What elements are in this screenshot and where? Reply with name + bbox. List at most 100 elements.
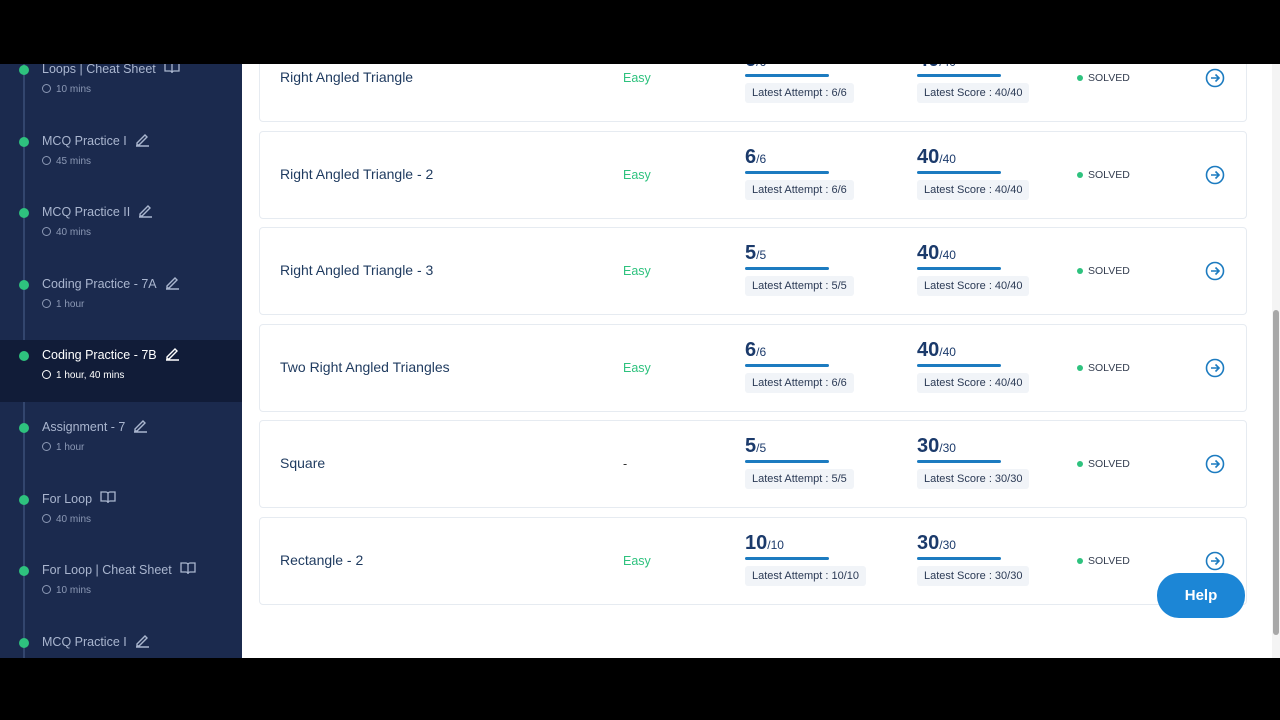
scroll-thumb[interactable] xyxy=(1273,310,1279,635)
edit-icon xyxy=(138,203,153,223)
status: SOLVED xyxy=(1088,265,1130,277)
problem-name[interactable]: Rectangle - 2 xyxy=(280,551,364,568)
check-icon xyxy=(19,136,29,147)
problem-name[interactable]: Right Angled Triangle xyxy=(280,69,414,85)
attempt-count: 6 xyxy=(745,338,757,361)
attempt-value: 5/5 xyxy=(745,435,854,458)
difficulty: Easy xyxy=(623,553,651,568)
difficulty: Easy xyxy=(623,167,651,182)
attempt-count: 5 xyxy=(745,242,757,264)
attempt-label: Latest Attempt : 6/6 xyxy=(745,372,854,393)
problem-card: Two Right Angled Triangles Easy 6/6 Latest … xyxy=(259,323,1247,412)
attempt-value: 6/6 xyxy=(745,64,854,72)
sidebar-item[interactable]: MCQ Practice I 45 mins xyxy=(0,126,242,188)
sidebar-item[interactable]: Loops | Cheat Sheet 10 mins xyxy=(0,64,242,116)
score-total: /30 xyxy=(939,537,956,552)
attempt-total: /10 xyxy=(767,537,784,552)
attempt-value: 6/6 xyxy=(745,339,854,362)
sidebar-item[interactable]: Assignment - 7 1 hour xyxy=(0,412,242,474)
clock-icon xyxy=(42,585,51,595)
attempt-metric: 10/10 Latest Attempt : 10/10 xyxy=(745,531,867,586)
progress-bar xyxy=(745,460,829,463)
attempt-metric: 6/6 Latest Attempt : 6/6 xyxy=(745,146,854,200)
item-duration: 40 mins xyxy=(56,227,92,239)
book-icon xyxy=(180,561,196,580)
difficulty: Easy xyxy=(623,360,651,375)
clock-icon xyxy=(42,155,51,165)
problem-list: Right Angled Triangle Easy 6/6 Latest Attem… xyxy=(242,64,1272,658)
check-icon xyxy=(19,423,29,433)
difficulty: Easy xyxy=(623,264,651,278)
status: SOLVED xyxy=(1088,72,1130,84)
status-dot xyxy=(1077,461,1083,467)
attempt-metric: 5/5 Latest Attempt : 5/5 xyxy=(745,242,854,296)
problem-name[interactable]: Two Right Angled Triangles xyxy=(280,358,450,375)
attempt-label: Latest Attempt : 6/6 xyxy=(745,83,854,103)
item-title: MCQ Practice I xyxy=(42,634,127,649)
attempt-count: 6 xyxy=(745,64,756,71)
edit-icon xyxy=(135,132,150,152)
item-duration: 10 mins xyxy=(56,84,92,95)
item-duration: 45 mins xyxy=(56,155,92,167)
item-title: Loops | Cheat Sheet xyxy=(42,64,156,76)
item-title: Coding Practice - 7B xyxy=(42,348,157,363)
item-duration: 40 mins xyxy=(56,513,92,525)
sidebar-item[interactable]: Coding Practice - 7B 1 hour, 40 mins xyxy=(0,340,242,403)
item-duration: 1 hour, 40 mins xyxy=(56,370,125,382)
sidebar: Loops | Cheat Sheet 10 mins MCQ Practice I… xyxy=(0,64,242,658)
sidebar-item[interactable]: Coding Practice - 7A 1 hour xyxy=(0,269,242,331)
sidebar-item[interactable]: MCQ Practice I xyxy=(0,627,242,658)
attempt-value: 5/5 xyxy=(745,242,854,265)
item-title: MCQ Practice II xyxy=(42,205,131,220)
progress-bar xyxy=(917,170,1001,174)
status-dot xyxy=(1077,364,1083,371)
sidebar-item[interactable]: MCQ Practice II 40 mins xyxy=(0,197,242,259)
item-title: MCQ Practice I xyxy=(42,133,127,148)
progress-bar xyxy=(917,556,1001,560)
problem-name[interactable]: Right Angled Triangle - 3 xyxy=(280,262,434,278)
score-count: 30 xyxy=(917,435,940,457)
screen: Loops | Cheat Sheet 10 mins MCQ Practice I… xyxy=(0,64,1280,658)
score-count: 30 xyxy=(917,531,940,554)
item-duration: 10 mins xyxy=(56,585,92,597)
problem-name[interactable]: Square xyxy=(280,455,326,471)
clock-icon xyxy=(42,227,51,237)
status: SOLVED xyxy=(1088,361,1130,374)
book-icon xyxy=(164,64,180,79)
progress-bar xyxy=(745,363,829,367)
attempt-count: 10 xyxy=(745,531,768,554)
progress-bar xyxy=(917,363,1001,367)
score-label: Latest Score : 40/40 xyxy=(917,372,1030,393)
problem-card: Right Angled Triangle - 2 Easy 6/6 Latest A… xyxy=(259,130,1247,219)
help-button[interactable]: Help xyxy=(1157,573,1245,618)
check-icon xyxy=(19,351,29,362)
problem-card: Square - 5/5 Latest Attempt : 5/5 30/30 Lates… xyxy=(259,420,1247,508)
score-count: 40 xyxy=(917,242,940,264)
attempt-total: /6 xyxy=(756,344,767,359)
check-icon xyxy=(19,494,29,505)
attempt-label: Latest Attempt : 10/10 xyxy=(745,565,867,586)
attempt-total: /5 xyxy=(756,441,767,455)
edit-icon xyxy=(165,275,180,295)
progress-bar xyxy=(917,267,1001,270)
status-dot xyxy=(1077,268,1083,274)
score-metric: 30/30 Latest Score : 30/30 xyxy=(917,435,1030,489)
score-label: Latest Score : 40/40 xyxy=(917,179,1030,200)
edit-icon xyxy=(133,418,148,438)
score-value: 30/30 xyxy=(917,532,1029,555)
score-value: 40/40 xyxy=(917,146,1029,169)
progress-bar xyxy=(745,267,829,270)
sidebar-item[interactable]: For Loop 40 mins xyxy=(0,484,242,546)
progress-bar xyxy=(745,556,829,560)
clock-icon xyxy=(42,298,51,308)
status: SOLVED xyxy=(1088,168,1130,181)
status-dot xyxy=(1077,171,1083,178)
item-title: Assignment - 7 xyxy=(42,420,126,434)
score-count: 40 xyxy=(917,145,940,168)
score-total: /40 xyxy=(939,248,956,262)
problem-name[interactable]: Right Angled Triangle - 2 xyxy=(280,165,434,182)
sidebar-item[interactable]: For Loop | Cheat Sheet 10 mins xyxy=(0,555,242,617)
problem-card: Rectangle - 2 Easy 10/10 Latest Attempt : 1… xyxy=(259,516,1247,605)
item-title: For Loop | Cheat Sheet xyxy=(42,563,172,578)
